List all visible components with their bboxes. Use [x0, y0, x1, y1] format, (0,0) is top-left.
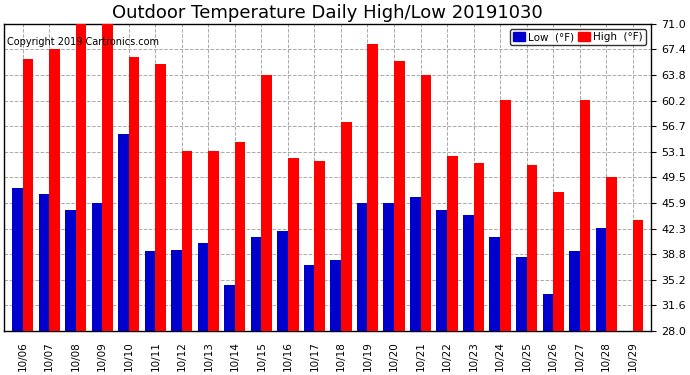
Bar	[288, 158, 299, 331]
Text: Copyright 2019 Cartronics.com: Copyright 2019 Cartronics.com	[7, 37, 159, 47]
Bar	[410, 197, 420, 331]
Bar	[341, 122, 352, 331]
Bar	[65, 210, 76, 331]
Bar	[224, 285, 235, 331]
Bar	[208, 151, 219, 331]
Bar	[368, 44, 378, 331]
Bar	[606, 177, 617, 331]
Bar	[145, 251, 155, 331]
Bar	[39, 194, 49, 331]
Bar	[357, 202, 368, 331]
Bar	[76, 24, 86, 331]
Bar	[102, 24, 113, 331]
Bar	[304, 266, 315, 331]
Bar	[595, 228, 606, 331]
Bar	[569, 251, 580, 331]
Bar	[12, 188, 23, 331]
Bar	[437, 210, 447, 331]
Bar	[473, 163, 484, 331]
Bar	[542, 294, 553, 331]
Legend: Low  (°F), High  (°F): Low (°F), High (°F)	[510, 29, 646, 45]
Bar	[118, 134, 129, 331]
Bar	[182, 151, 193, 331]
Bar	[171, 250, 182, 331]
Bar	[394, 61, 404, 331]
Bar	[129, 57, 139, 331]
Bar	[262, 75, 272, 331]
Bar	[580, 99, 590, 331]
Bar	[198, 243, 208, 331]
Bar	[277, 231, 288, 331]
Bar	[420, 75, 431, 331]
Bar	[315, 161, 325, 331]
Bar	[463, 215, 473, 331]
Bar	[235, 142, 246, 331]
Bar	[49, 50, 60, 331]
Bar	[633, 220, 643, 331]
Bar	[250, 237, 262, 331]
Bar	[526, 165, 538, 331]
Bar	[155, 64, 166, 331]
Bar	[516, 257, 526, 331]
Bar	[447, 156, 457, 331]
Bar	[23, 60, 33, 331]
Bar	[331, 260, 341, 331]
Bar	[92, 202, 102, 331]
Title: Outdoor Temperature Daily High/Low 20191030: Outdoor Temperature Daily High/Low 20191…	[112, 4, 543, 22]
Bar	[489, 237, 500, 331]
Bar	[500, 99, 511, 331]
Bar	[553, 192, 564, 331]
Bar	[384, 202, 394, 331]
